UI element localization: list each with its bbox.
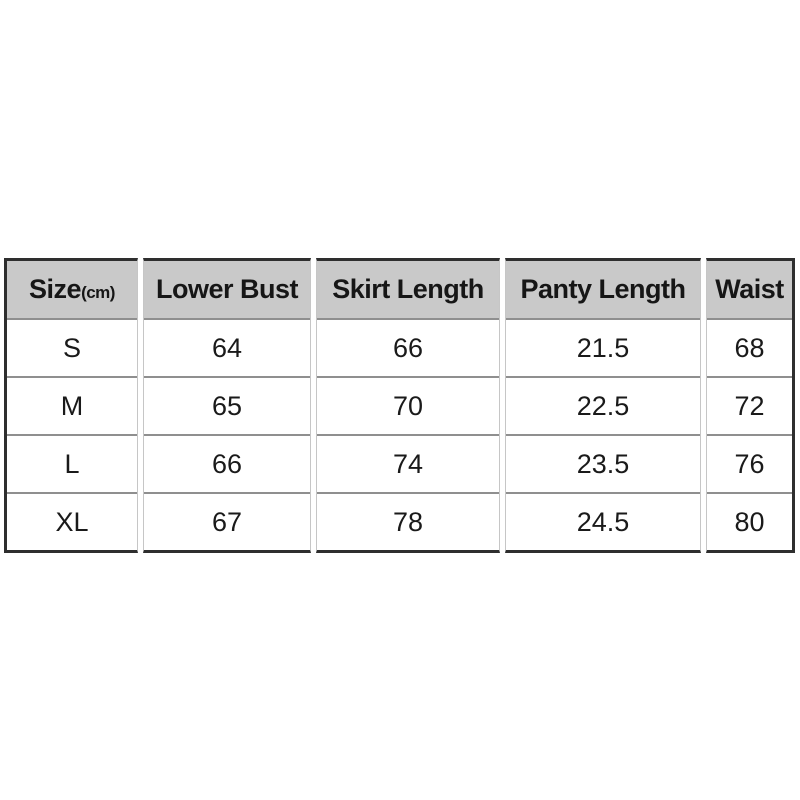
value-cell: 64	[144, 320, 310, 378]
value-cell: 21.5	[506, 320, 700, 378]
value-cell: 74	[317, 436, 499, 494]
header-cell-skirt-length: Skirt Length	[317, 261, 499, 320]
value-cell: 23.5	[506, 436, 700, 494]
value-cell: 67	[211, 506, 243, 537]
value-cell: 24.5	[576, 506, 630, 537]
value-cell: 66	[317, 320, 499, 378]
value-cell: S	[7, 320, 137, 378]
value-cell: M	[7, 378, 137, 436]
header-cell-waist: Waist	[707, 261, 792, 320]
column-lower-bust: Lower Bust 64 65 66 67	[143, 258, 311, 553]
value-cell: XL	[55, 506, 89, 537]
value-cell: L	[7, 436, 137, 494]
column-skirt-length: Skirt Length 66 70 74 78	[316, 258, 500, 553]
header-cell-lower-bust: Lower Bust	[144, 261, 310, 320]
column-panty-length: Panty Length 21.5 22.5 23.5 24.5	[505, 258, 701, 553]
column-size: Size (cm) S M L XL	[4, 258, 138, 553]
value-cell: 76	[707, 436, 792, 494]
value-cell: 68	[707, 320, 792, 378]
value-cell: 72	[707, 378, 792, 436]
header-cell-panty-length: Panty Length	[506, 261, 700, 320]
value-cell: 70	[317, 378, 499, 436]
value-cell: 80	[734, 506, 765, 537]
value-cell: 22.5	[506, 378, 700, 436]
size-unit-label: (cm)	[81, 282, 115, 302]
value-cell: 65	[144, 378, 310, 436]
size-chart-table: Size (cm) S M L XL Lower Bust 64 65 66 67…	[4, 258, 795, 553]
header-cell-size: Size (cm)	[7, 261, 137, 320]
size-header-label: Size	[29, 274, 82, 304]
value-cell: 66	[144, 436, 310, 494]
column-waist: Waist 68 72 76 80	[706, 258, 795, 553]
value-cell: 78	[392, 506, 424, 537]
